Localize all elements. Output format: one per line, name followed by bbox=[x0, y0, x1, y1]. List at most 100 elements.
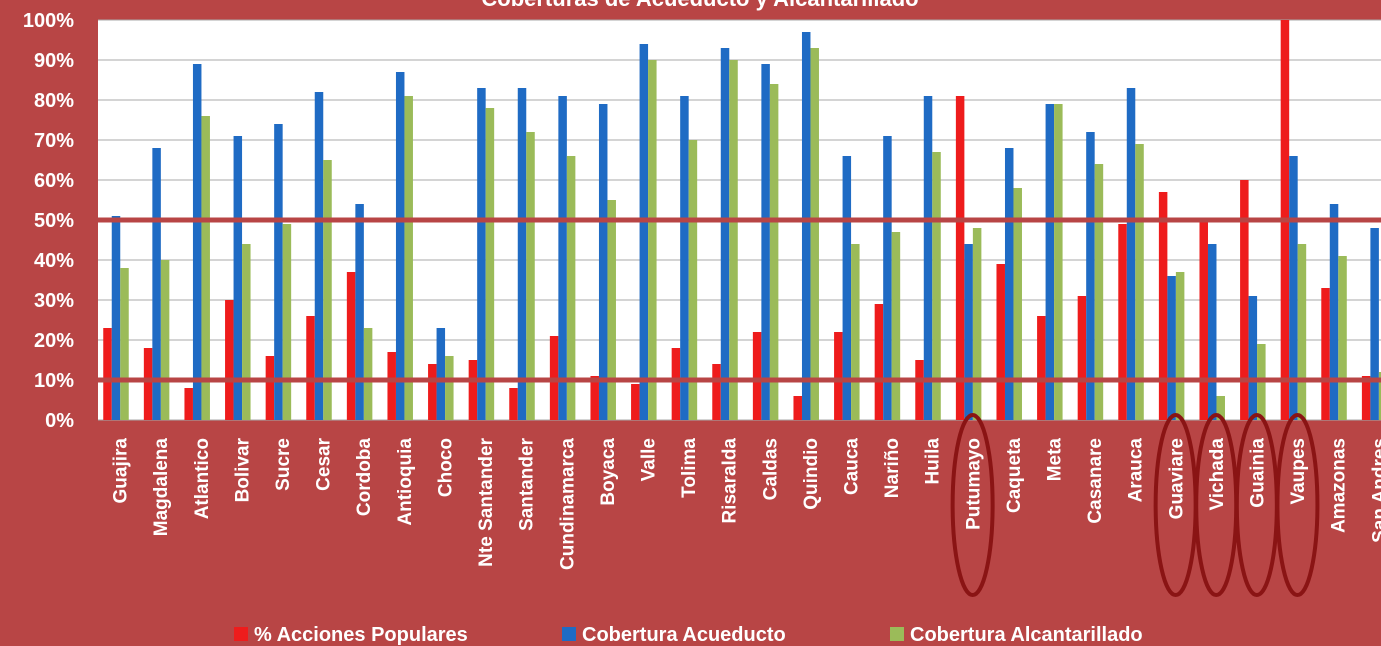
bar bbox=[923, 96, 933, 420]
bar bbox=[793, 396, 802, 420]
bar bbox=[1013, 188, 1022, 420]
bar bbox=[314, 92, 324, 420]
bar bbox=[111, 216, 121, 420]
bar bbox=[1167, 276, 1176, 420]
bar bbox=[143, 348, 153, 420]
bar bbox=[720, 48, 730, 420]
y-tick-label: 100% bbox=[23, 10, 74, 32]
bar bbox=[225, 300, 234, 420]
x-tick-label: Guajira bbox=[111, 438, 132, 504]
x-tick-label: Magdalena bbox=[151, 438, 172, 537]
bar bbox=[306, 316, 315, 420]
bar bbox=[769, 84, 779, 420]
y-tick-label: 0% bbox=[45, 410, 74, 432]
chart-title: Coberturas de Acueducto y Alcantarillado bbox=[481, 0, 918, 11]
x-tick-label: San Andres bbox=[1369, 438, 1381, 543]
bar bbox=[1158, 192, 1168, 420]
x-tick-label: Cauca bbox=[841, 438, 862, 495]
bar bbox=[810, 48, 819, 420]
bar bbox=[964, 244, 973, 420]
y-tick-label: 90% bbox=[34, 50, 74, 72]
bar bbox=[323, 160, 332, 420]
bar bbox=[395, 72, 405, 420]
x-tick-label: Bolivar bbox=[232, 437, 253, 502]
x-tick-label: Choco bbox=[435, 438, 456, 497]
y-tick-label: 10% bbox=[34, 370, 74, 392]
bar bbox=[1207, 244, 1217, 420]
x-tick-label: Casanare bbox=[1085, 438, 1106, 524]
bar bbox=[1118, 224, 1127, 420]
x-tick-label: Sucre bbox=[273, 438, 294, 491]
series-cobertura-acueducto bbox=[111, 32, 1379, 420]
x-tick-label: Vaupes bbox=[1288, 438, 1309, 505]
plot-area bbox=[98, 19, 1381, 421]
bar bbox=[1297, 244, 1307, 420]
x-tick-label: Huila bbox=[923, 438, 944, 485]
bar bbox=[883, 136, 892, 420]
x-tick-label: Amazonas bbox=[1329, 438, 1350, 533]
y-tick-label: 50% bbox=[34, 210, 74, 232]
bar bbox=[201, 116, 210, 420]
bar bbox=[160, 260, 170, 420]
legend-item: % Acciones Populares bbox=[234, 624, 468, 646]
bar bbox=[648, 60, 657, 420]
x-tick-label: Arauca bbox=[1126, 438, 1147, 503]
bar bbox=[607, 200, 616, 420]
bar bbox=[1175, 272, 1185, 420]
x-tick-label: Caqueta bbox=[1004, 438, 1025, 513]
bar bbox=[891, 232, 901, 420]
bar bbox=[1135, 144, 1144, 420]
x-tick-label: Nte Santander bbox=[476, 437, 497, 566]
bar bbox=[834, 332, 843, 420]
bar bbox=[355, 204, 364, 420]
legend-item: Cobertura Acueducto bbox=[562, 624, 786, 646]
x-tick-label: Antioquia bbox=[395, 438, 416, 526]
bar bbox=[558, 96, 567, 420]
bar bbox=[428, 364, 437, 420]
bar bbox=[761, 64, 770, 420]
bar bbox=[1126, 88, 1136, 420]
legend-item: Cobertura Alcantarillado bbox=[890, 624, 1143, 646]
bar bbox=[1370, 228, 1379, 420]
bar bbox=[639, 44, 649, 420]
legend-label: Cobertura Acueducto bbox=[582, 624, 786, 646]
bar bbox=[842, 156, 852, 420]
highlight-ellipse bbox=[1275, 413, 1320, 597]
bar bbox=[152, 148, 161, 420]
y-tick-label: 60% bbox=[34, 170, 74, 192]
bar bbox=[1321, 288, 1330, 420]
bar bbox=[1086, 132, 1095, 420]
bar bbox=[566, 156, 576, 420]
x-tick-label: Nariño bbox=[882, 438, 903, 498]
bar bbox=[915, 360, 924, 420]
x-tick-label: Guainia bbox=[1247, 438, 1268, 508]
bar bbox=[680, 96, 689, 420]
bar bbox=[242, 244, 251, 420]
x-tick-label: Cundinamarca bbox=[557, 438, 578, 570]
bar bbox=[192, 64, 202, 420]
bar bbox=[468, 360, 478, 420]
x-tick-label: Boyaca bbox=[598, 438, 619, 506]
bar bbox=[517, 88, 527, 420]
bar bbox=[631, 384, 640, 420]
bar bbox=[1045, 104, 1055, 420]
bar bbox=[1037, 316, 1046, 420]
legend-label: % Acciones Populares bbox=[254, 624, 468, 646]
bar bbox=[436, 328, 446, 420]
x-tick-label: Meta bbox=[1044, 438, 1065, 482]
legend: % Acciones Populares Cobertura Acueducto C… bbox=[234, 624, 1143, 646]
y-tick-label: 70% bbox=[34, 130, 74, 152]
bar bbox=[1378, 372, 1381, 420]
bar bbox=[1054, 104, 1063, 420]
bar bbox=[874, 304, 884, 420]
x-tick-label: Atlantico bbox=[192, 438, 213, 519]
bar bbox=[1248, 296, 1258, 420]
bar bbox=[1199, 220, 1208, 420]
bar bbox=[1004, 148, 1014, 420]
bar bbox=[688, 140, 698, 420]
bar bbox=[485, 108, 495, 420]
x-tick-label: Putumayo bbox=[963, 438, 984, 530]
bar bbox=[1094, 164, 1104, 420]
bar bbox=[1216, 396, 1225, 420]
